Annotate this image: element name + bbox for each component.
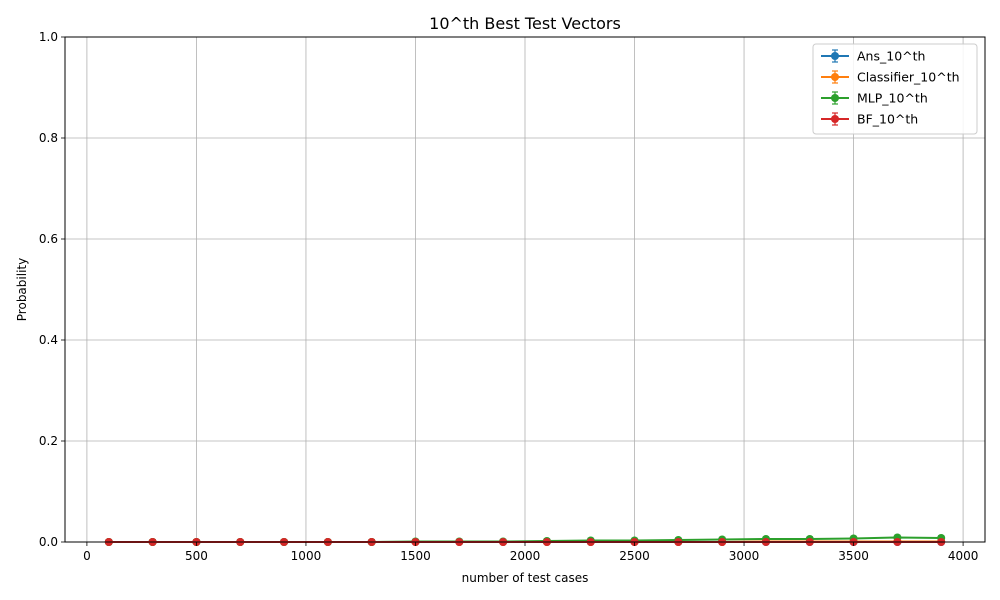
legend-marker [831,73,839,81]
y-tick-label: 0.0 [39,535,58,549]
x-tick-label: 0 [83,549,91,563]
legend-label: MLP_10^th [857,91,928,106]
x-tick-label: 3500 [838,549,869,563]
legend-item: BF_10^th [821,112,918,127]
x-tick-label: 2500 [619,549,650,563]
y-tick-label: 0.4 [39,333,58,347]
x-tick-label: 3000 [729,549,760,563]
legend-marker [831,115,839,123]
legend-label: Classifier_10^th [857,70,960,85]
axis-ticks: 0 500 1000 1500 2000 2500 3000 3500 4000 0.0 0.2 0.… [39,30,978,563]
chart-title: 10^th Best Test Vectors [429,14,621,33]
x-tick-label: 1000 [291,549,322,563]
y-tick-label: 0.8 [39,131,58,145]
y-tick-label: 0.6 [39,232,58,246]
x-tick-label: 1500 [400,549,431,563]
y-axis-label: Probability [15,258,29,321]
legend-item: Classifier_10^th [821,70,960,85]
legend-marker [831,94,839,102]
legend-item: Ans_10^th [821,49,925,64]
y-tick-label: 0.2 [39,434,58,448]
legend-item: MLP_10^th [821,91,928,106]
y-tick-label: 1.0 [39,30,58,44]
x-tick-label: 500 [185,549,208,563]
legend-box [812,43,978,135]
x-axis-label: number of test cases [462,571,589,585]
x-tick-label: 2000 [510,549,541,563]
legend-label: BF_10^th [857,112,918,127]
legend: Ans_10^th Classifier_10^th MLP_10^th BF_10^… [812,43,978,135]
legend-marker [831,52,839,60]
legend-label: Ans_10^th [857,49,925,64]
x-tick-label: 4000 [948,549,979,563]
